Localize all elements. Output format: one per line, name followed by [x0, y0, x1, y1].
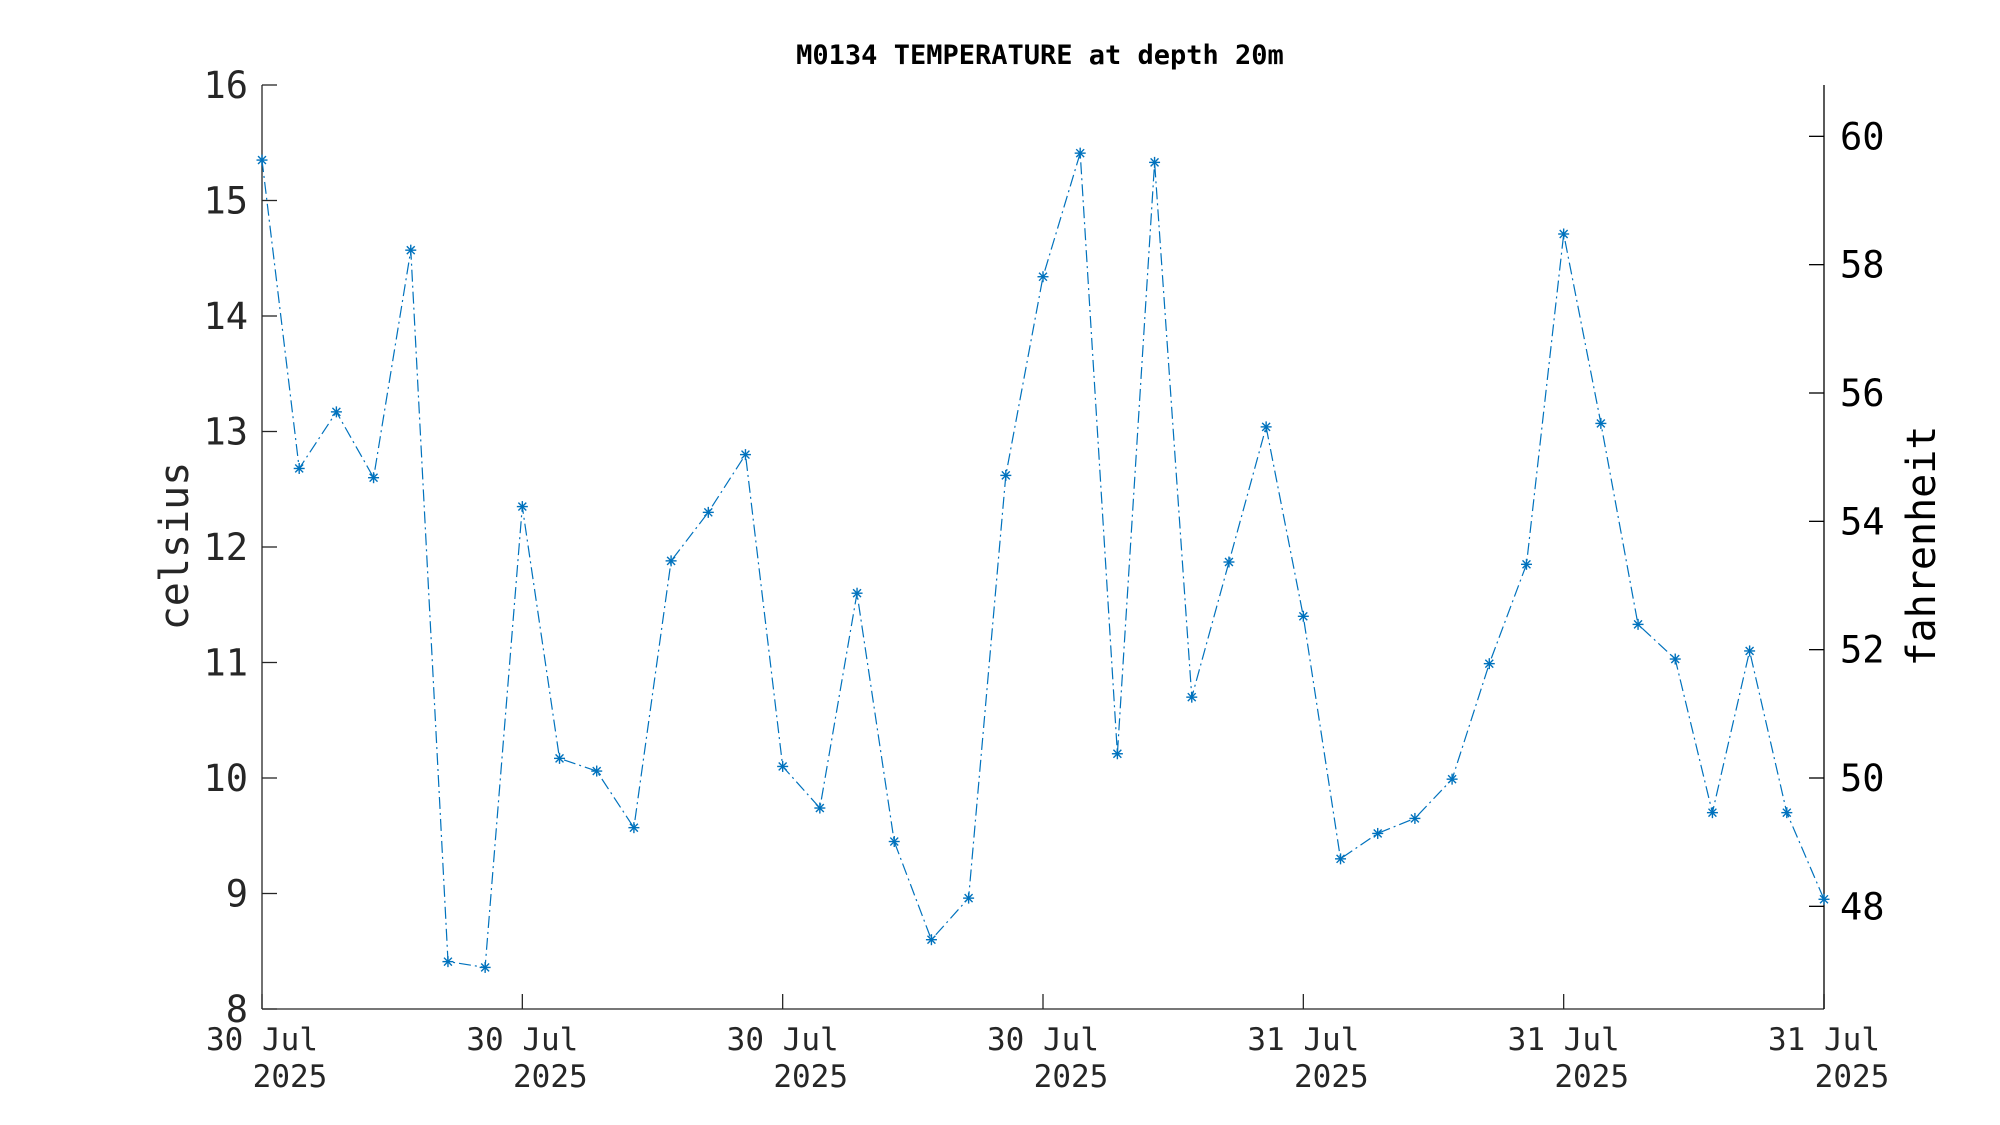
- data-point-marker: [368, 472, 380, 484]
- data-point-marker: [1595, 417, 1607, 429]
- left-tick-label: 8: [226, 988, 248, 1031]
- data-point-marker: [1781, 807, 1793, 819]
- left-tick-label: 12: [203, 526, 248, 569]
- data-point-marker: [1409, 812, 1421, 824]
- left-tick-label: 14: [203, 295, 248, 338]
- x-tick-label-year: 2025: [1554, 1059, 1629, 1095]
- right-tick-label: 48: [1840, 885, 1885, 928]
- data-point-marker: [777, 760, 789, 772]
- data-point-marker: [1297, 610, 1309, 622]
- right-y-axis-ticks: 48 50 52 54 56 58 60: [1809, 115, 1885, 928]
- data-point-marker: [1446, 773, 1458, 785]
- data-point-marker: [628, 822, 640, 834]
- x-tick-label-date: 31 Jul: [1768, 1022, 1880, 1058]
- x-tick-label-date: 30 Jul: [727, 1022, 839, 1058]
- data-point-marker: [1818, 893, 1830, 905]
- left-tick-label: 9: [226, 873, 248, 916]
- data-point-marker: [1074, 147, 1086, 159]
- data-point-marker: [1744, 645, 1756, 657]
- data-point-marker: [1223, 556, 1235, 568]
- data-point-marker: [739, 449, 751, 461]
- x-tick-label-year: 2025: [773, 1059, 848, 1095]
- data-point-marker: [479, 961, 491, 973]
- x-tick-label-year: 2025: [253, 1059, 328, 1095]
- data-point-marker: [702, 506, 714, 518]
- data-point-marker: [1000, 469, 1012, 481]
- data-point-marker: [330, 406, 342, 418]
- data-point-marker: [888, 836, 900, 848]
- data-point-marker: [1149, 156, 1161, 168]
- data-point-marker: [1037, 271, 1049, 283]
- data-point-marker: [851, 587, 863, 599]
- data-point-marker: [1372, 827, 1384, 839]
- data-point-marker: [293, 462, 305, 474]
- data-point-marker: [442, 956, 454, 968]
- left-tick-label: 15: [203, 180, 248, 223]
- x-tick-label-date: 31 Jul: [1247, 1022, 1359, 1058]
- data-point-marker: [591, 765, 603, 777]
- data-point-marker: [1186, 691, 1198, 703]
- x-tick-label-date: 31 Jul: [1508, 1022, 1620, 1058]
- left-tick-label: 16: [203, 64, 248, 107]
- left-y-axis-label: celsius: [152, 462, 198, 631]
- data-point-marker: [516, 501, 528, 513]
- data-point-marker: [1483, 658, 1495, 670]
- left-tick-label: 13: [203, 411, 248, 454]
- x-tick-label-year: 2025: [1034, 1059, 1109, 1095]
- x-tick-label-date: 30 Jul: [466, 1022, 578, 1058]
- data-point-marker: [1669, 653, 1681, 665]
- data-point-marker: [1335, 853, 1347, 865]
- left-tick-label: 11: [203, 642, 248, 685]
- x-tick-label-year: 2025: [1294, 1059, 1369, 1095]
- data-point-marker: [1706, 807, 1718, 819]
- data-point-marker: [665, 555, 677, 567]
- right-tick-label: 60: [1840, 115, 1885, 158]
- x-tick-label-date: 30 Jul: [987, 1022, 1099, 1058]
- right-tick-label: 56: [1840, 372, 1885, 415]
- data-point-marker: [554, 752, 566, 764]
- data-point-marker: [1111, 748, 1123, 760]
- data-point-marker: [925, 934, 937, 946]
- right-tick-label: 52: [1840, 629, 1885, 672]
- series-markers: [256, 147, 1830, 973]
- x-tick-label-year: 2025: [1815, 1059, 1890, 1095]
- data-point-marker: [405, 244, 417, 256]
- data-point-marker: [1260, 421, 1272, 433]
- chart-title: M0134 TEMPERATURE at depth 20m: [796, 40, 1284, 71]
- left-y-axis-ticks: 8 9 10 11 12 13 14 15 16: [203, 64, 277, 1031]
- data-point-marker: [1632, 618, 1644, 630]
- right-y-axis-label: fahrenheit: [1899, 426, 1945, 667]
- right-tick-label: 50: [1840, 757, 1885, 800]
- right-tick-label: 54: [1840, 500, 1885, 543]
- data-point-marker: [1520, 558, 1532, 570]
- left-tick-label: 10: [203, 757, 248, 800]
- data-point-marker: [256, 154, 268, 166]
- data-point-marker: [814, 802, 826, 814]
- x-tick-label-year: 2025: [513, 1059, 588, 1095]
- data-point-marker: [963, 892, 975, 904]
- x-tick-label-date: 30 Jul: [206, 1022, 318, 1058]
- data-point-marker: [1558, 228, 1570, 240]
- right-tick-label: 58: [1840, 244, 1885, 287]
